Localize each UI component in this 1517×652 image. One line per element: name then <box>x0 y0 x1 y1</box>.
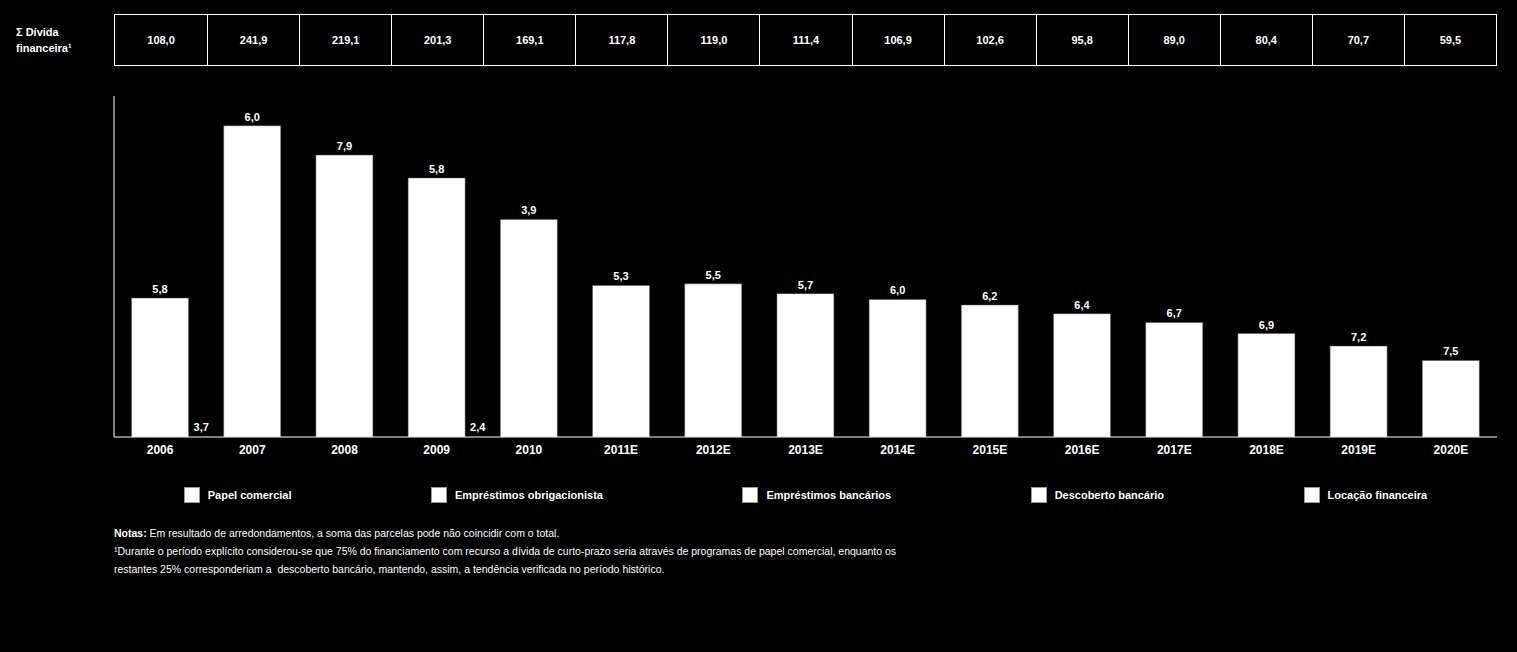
svg-text:6,9: 6,9 <box>1259 319 1274 331</box>
html-text:102,6: 102,6 <box>976 34 1004 46</box>
svg-text:6,0: 6,0 <box>245 111 260 123</box>
html-text:201,3: 201,3 <box>424 34 452 46</box>
html-text:106,9: 106,9 <box>884 34 912 46</box>
svg-text:7,2: 7,2 <box>1351 331 1366 343</box>
svg-text:2014E: 2014E <box>880 443 915 457</box>
svg-text:2,4: 2,4 <box>470 421 486 433</box>
svg-text:7,5: 7,5 <box>1443 345 1458 357</box>
html-text:80,4: 80,4 <box>1255 34 1277 46</box>
html-text:117,8: 117,8 <box>608 34 636 46</box>
html-text:95,8: 95,8 <box>1071 34 1093 46</box>
svg-text:2006: 2006 <box>147 443 174 457</box>
svg-text:6,2: 6,2 <box>982 290 997 302</box>
html-text:108,0: 108,0 <box>147 34 175 46</box>
html-text:Empréstimos bancários: Empréstimos bancários <box>766 489 892 501</box>
svg-text:6,7: 6,7 <box>1167 307 1182 319</box>
svg-text:3,9: 3,9 <box>521 204 536 216</box>
svg-text:7,9: 7,9 <box>337 140 352 152</box>
html-text:Empréstimos obrigacionista: Empréstimos obrigacionista <box>455 489 603 501</box>
svg-text:2009: 2009 <box>423 443 450 457</box>
svg-text:5,8: 5,8 <box>429 163 444 175</box>
html-text:restantes 25% corresponderiam: restantes 25% corresponderiam a descober… <box>114 563 665 575</box>
svg-text:2016E: 2016E <box>1065 443 1100 457</box>
svg-text:6,4: 6,4 <box>1074 299 1090 311</box>
svg-text:5,7: 5,7 <box>798 279 813 291</box>
svg-text:2019E: 2019E <box>1341 443 1376 457</box>
html-text:Locação financeira: Locação financeira <box>1327 489 1428 501</box>
html-text:59,5: 59,5 <box>1439 34 1462 46</box>
svg-text:5,3: 5,3 <box>613 270 628 282</box>
html-text:Σ Dívida: Σ Dívida <box>16 26 59 38</box>
svg-text:2013E: 2013E <box>788 443 823 457</box>
html-text:169,1: 169,1 <box>516 34 544 46</box>
svg-text:2007: 2007 <box>239 443 266 457</box>
html-text:Notas: Em resultado de arredon: Notas: Em resultado de arredondamentos, … <box>114 527 560 539</box>
svg-text:2020E: 2020E <box>1434 443 1469 457</box>
svg-text:2018E: 2018E <box>1249 443 1284 457</box>
svg-text:2015E: 2015E <box>973 443 1008 457</box>
svg-text:2017E: 2017E <box>1157 443 1192 457</box>
html-text:89,0: 89,0 <box>1163 34 1185 46</box>
html-text:241,9: 241,9 <box>239 34 268 46</box>
svg-text:6,0: 6,0 <box>890 284 905 296</box>
svg-text:5,5: 5,5 <box>706 269 721 281</box>
svg-text:2010: 2010 <box>516 443 543 457</box>
svg-text:3,7: 3,7 <box>194 421 209 433</box>
html-text:219,1: 219,1 <box>331 34 360 46</box>
html-text:financeira¹: financeira¹ <box>16 42 72 54</box>
svg-text:2012E: 2012E <box>696 443 731 457</box>
html-text:119,0: 119,0 <box>700 34 728 46</box>
html-text:70,7: 70,7 <box>1347 34 1369 46</box>
svg-text:2008: 2008 <box>331 443 358 457</box>
html-text:Descoberto bancário: Descoberto bancário <box>1054 489 1164 501</box>
html-text:111,4: 111,4 <box>792 34 820 46</box>
html-text:Papel comercial: Papel comercial <box>207 489 292 501</box>
svg-text:2011E: 2011E <box>604 443 638 457</box>
svg-text:5,8: 5,8 <box>152 283 167 295</box>
html-text:¹Durante o período explícito c: ¹Durante o período explícito considerou-… <box>114 545 897 557</box>
